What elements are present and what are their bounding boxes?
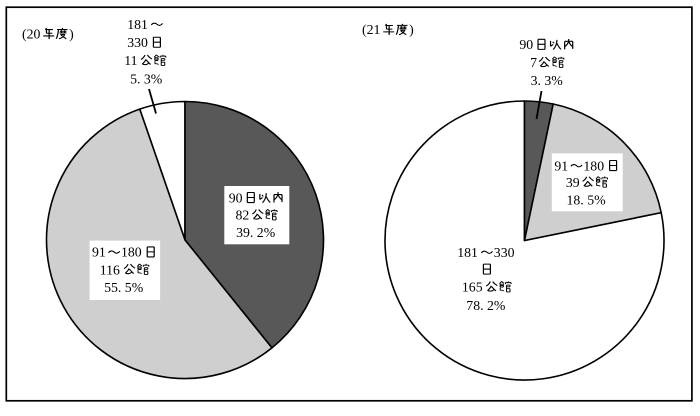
svg-text:5. 3%: 5. 3% <box>130 71 163 86</box>
svg-text:90: 90 <box>229 190 243 205</box>
svg-text:180: 180 <box>121 245 142 260</box>
svg-text:7: 7 <box>530 55 537 70</box>
svg-text:): ) <box>69 26 74 42</box>
svg-text:3. 3%: 3. 3% <box>531 73 564 88</box>
svg-text:91: 91 <box>92 245 106 260</box>
svg-text:78. 2%: 78. 2% <box>466 298 506 313</box>
svg-text:(21: (21 <box>362 22 380 38</box>
svg-text:39: 39 <box>566 175 580 190</box>
svg-text:): ) <box>409 22 414 38</box>
svg-text:116: 116 <box>100 262 120 277</box>
svg-text:91: 91 <box>554 158 568 173</box>
svg-text:180: 180 <box>583 158 604 173</box>
svg-text:55. 5%: 55. 5% <box>104 280 144 295</box>
svg-text:165: 165 <box>462 280 483 295</box>
svg-text:330: 330 <box>494 245 515 260</box>
svg-text:82: 82 <box>236 208 250 223</box>
svg-text:(20: (20 <box>22 26 40 42</box>
svg-text:39. 2%: 39. 2% <box>236 225 276 240</box>
svg-text:181: 181 <box>127 17 148 32</box>
svg-text:11: 11 <box>124 53 137 68</box>
svg-text:330: 330 <box>127 35 148 50</box>
svg-text:18. 5%: 18. 5% <box>567 193 607 208</box>
svg-text:181: 181 <box>457 245 478 260</box>
svg-text:90: 90 <box>519 37 533 52</box>
